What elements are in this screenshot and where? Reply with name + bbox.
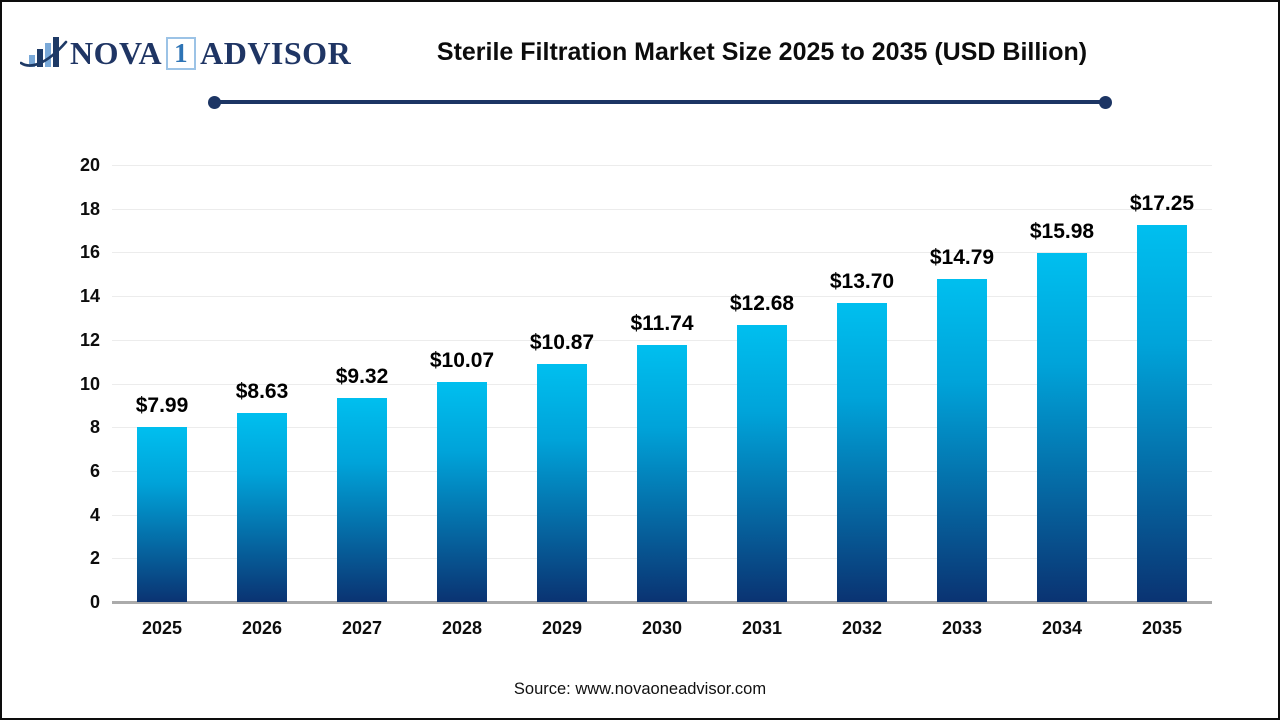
y-axis-tick-label: 0 [89, 592, 100, 612]
bar-2035 [1137, 225, 1187, 602]
bar-2028 [437, 381, 487, 602]
y-axis-tick-label: 16 [79, 242, 100, 263]
gridline [112, 252, 1212, 254]
source-note: Source: www.novaoneadvisor.com [513, 680, 767, 698]
bar-value-label: $11.74 [630, 312, 694, 336]
bar-2033 [937, 278, 987, 602]
x-axis-label: 2033 [941, 618, 983, 638]
bar-value-label: $10.07 [429, 348, 495, 372]
bar-value-label: $15.98 [1029, 219, 1095, 243]
x-axis-label: 2026 [241, 618, 283, 638]
y-axis-tick-label: 2 [89, 548, 100, 569]
gridline [112, 296, 1212, 298]
x-axis-label: 2028 [441, 618, 483, 638]
x-axis-label: 2035 [1141, 618, 1183, 638]
bar-value-label: $12.68 [729, 291, 795, 315]
page-title: Sterile Filtration Market Size 2025 to 2… [436, 38, 1088, 66]
gridline [112, 208, 1212, 210]
nova-advisor-logo: NOVA 1 ADVISOR [20, 32, 351, 74]
gridline [112, 339, 1212, 341]
x-axis-label: 2029 [541, 618, 583, 638]
divider-line [214, 100, 1106, 104]
bar-value-label: $9.32 [335, 365, 389, 389]
bar-value-label: $8.63 [235, 380, 289, 404]
gridline [112, 165, 1212, 166]
y-axis-tick-label: 14 [79, 286, 100, 307]
bar-2030 [637, 345, 687, 602]
bar-chart-swoosh-icon [20, 37, 68, 67]
y-axis-tick-label: 4 [89, 504, 100, 525]
x-axis-baseline [112, 601, 1212, 604]
logo-text-nova: NOVA [70, 34, 163, 71]
logo-text: NOVA 1 ADVISOR [70, 35, 351, 72]
x-axis-label: 2034 [1041, 618, 1083, 638]
bar-value-label: $10.87 [529, 331, 595, 355]
x-axis-label: 2031 [741, 618, 783, 638]
x-axis-label: 2025 [141, 618, 183, 638]
y-axis-tick-label: 10 [79, 373, 100, 394]
bar-value-label: $14.79 [929, 245, 995, 269]
x-axis-label: 2032 [841, 618, 883, 638]
divider-dot-right [1099, 96, 1112, 109]
bar-2027 [337, 398, 387, 602]
bar-value-label: $17.25 [1129, 192, 1195, 216]
bar-value-label: $13.70 [829, 269, 895, 293]
bar-2034 [1037, 252, 1087, 602]
y-axis-tick-label: 12 [79, 329, 100, 350]
bar-2026 [237, 413, 287, 602]
x-axis-label: 2027 [341, 618, 383, 638]
bar-2025 [137, 427, 187, 602]
logo-text-advisor: ADVISOR [200, 34, 352, 71]
bar-value-label: $7.99 [135, 394, 189, 418]
y-axis-tick-label: 18 [79, 198, 100, 219]
bar-2032 [837, 302, 887, 602]
title-divider [208, 96, 1112, 109]
y-axis-tick-label: 20 [79, 155, 100, 175]
y-axis-tick-label: 6 [89, 460, 100, 481]
bar-2031 [737, 324, 787, 602]
x-axis-label: 2030 [641, 618, 683, 638]
y-axis-tick-label: 8 [89, 417, 100, 438]
logo-one-box: 1 [166, 36, 197, 70]
bar-2029 [537, 364, 587, 602]
